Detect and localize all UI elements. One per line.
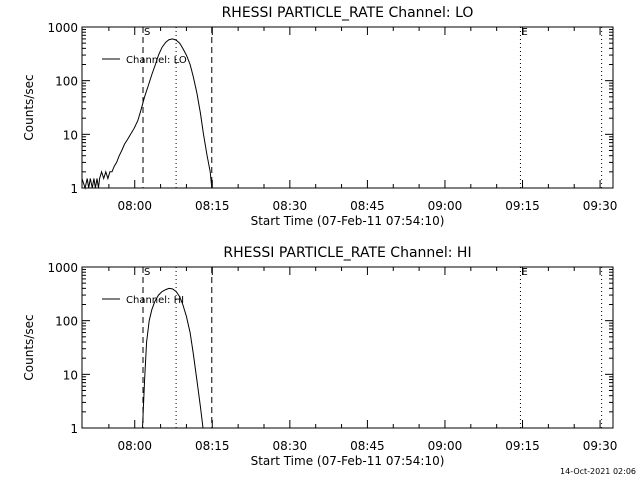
footer-timestamp: 14-Oct-2021 02:06 xyxy=(560,467,636,476)
x-tick-label: 08:45 xyxy=(350,439,385,453)
series-line xyxy=(142,287,204,429)
y-tick-label: 100 xyxy=(55,75,78,89)
x-tick-label: 09:15 xyxy=(505,199,540,213)
x-tick-label: 09:30 xyxy=(583,199,618,213)
x-tick-label: 08:45 xyxy=(350,199,385,213)
x-axis-label: Start Time (07-Feb-11 07:54:10) xyxy=(251,214,445,228)
x-tick-label: 08:15 xyxy=(195,199,230,213)
x-tick-label: 08:00 xyxy=(117,439,152,453)
x-tick-label: 08:30 xyxy=(273,199,308,213)
legend-label: Channel: LO xyxy=(126,55,187,66)
marker-label: E xyxy=(521,27,527,38)
y-tick-label: 1 xyxy=(70,182,78,196)
y-tick-label: 10 xyxy=(63,128,78,142)
panel-lo: RHESSI PARTICLE_RATE Channel: LO 08:00 08:… xyxy=(22,5,617,228)
x-axis-label: Start Time (07-Feb-11 07:54:10) xyxy=(251,454,445,468)
series-line xyxy=(81,38,213,190)
plot-frame xyxy=(81,26,614,189)
y-axis-label: Counts/sec xyxy=(22,74,36,140)
marker-label: E xyxy=(521,267,527,278)
y-tick-label: 1 xyxy=(70,422,78,436)
y-tick-label: 1000 xyxy=(47,21,78,35)
chart-title: RHESSI PARTICLE_RATE Channel: HI xyxy=(223,245,471,261)
y-tick-label: 10 xyxy=(63,368,78,382)
x-tick-label: 09:15 xyxy=(505,439,540,453)
marker-label: S xyxy=(144,267,150,278)
x-tick-label: 08:30 xyxy=(273,439,308,453)
x-tick-label: 09:30 xyxy=(583,439,618,453)
y-tick-label: 1000 xyxy=(47,261,78,275)
plot-frame xyxy=(81,266,614,429)
chart-title: RHESSI PARTICLE_RATE Channel: LO xyxy=(222,5,474,21)
marker-label: S xyxy=(144,27,150,38)
y-axis-label: Counts/sec xyxy=(22,314,36,380)
panel-hi: RHESSI PARTICLE_RATE Channel: HI 08:00 08:… xyxy=(22,245,617,468)
legend-label: Channel: HI xyxy=(126,295,184,306)
x-tick-label: 09:00 xyxy=(428,199,463,213)
x-tick-label: 09:00 xyxy=(428,439,463,453)
x-tick-label: 08:15 xyxy=(195,439,230,453)
x-tick-label: 08:00 xyxy=(117,199,152,213)
y-tick-label: 100 xyxy=(55,315,78,329)
